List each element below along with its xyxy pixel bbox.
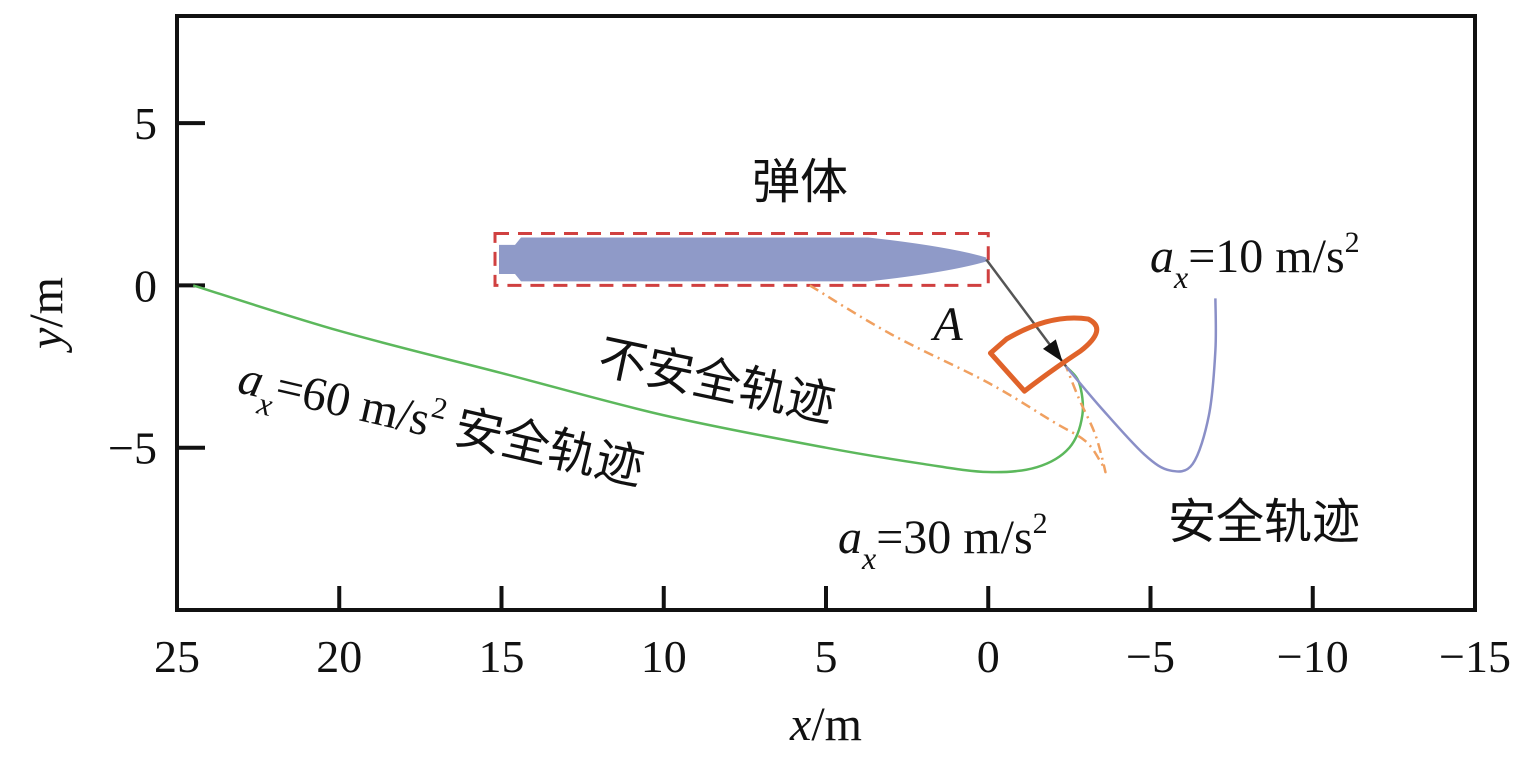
tether-arrowhead xyxy=(1042,339,1063,362)
x-tick-label: 10 xyxy=(641,631,687,682)
y-tick-label: 5 xyxy=(134,98,157,149)
x-tick-label: 15 xyxy=(479,631,525,682)
y-tick-label: −5 xyxy=(108,423,157,474)
x-axis-label: x/m xyxy=(789,698,862,751)
x-tick-label: −10 xyxy=(1277,631,1349,682)
x-tick-label: −5 xyxy=(1126,631,1175,682)
x-tick-label: 5 xyxy=(815,631,838,682)
body-label: 弹体 xyxy=(752,156,848,209)
projectile-shape xyxy=(499,237,987,282)
a10-safe-label: 安全轨迹 xyxy=(1168,496,1360,549)
x-tick-label: 20 xyxy=(316,631,362,682)
x-tick-label: 0 xyxy=(977,631,1000,682)
trajectory-series xyxy=(192,284,1218,474)
point-a-label: A xyxy=(930,298,963,351)
projectile-bounding-box xyxy=(493,231,990,287)
parachute-shape xyxy=(987,315,1100,394)
unsafe-trajectory-label: 不安全轨迹 xyxy=(594,331,840,433)
x-tick-labels: 25 20 15 10 5 0 −5 −10 −15 xyxy=(154,631,1511,682)
series-line-a10 xyxy=(1065,298,1218,473)
projectile-body xyxy=(493,231,990,287)
series-line-a60 xyxy=(192,284,1085,474)
x-tick-label: 25 xyxy=(154,631,200,682)
axis-ticks xyxy=(175,121,1477,610)
y-tick-labels: 5 0 −5 xyxy=(108,98,157,474)
x-tick-label: −15 xyxy=(1439,631,1511,682)
y-tick-label: 0 xyxy=(134,260,157,311)
a30-label: ax=30 m/s2 xyxy=(838,507,1048,576)
a60-label: ax=60 m/s2 安全轨迹 xyxy=(231,347,650,507)
y-axis-label: y/m xyxy=(20,277,73,354)
a10-label: ax=10 m/s2 xyxy=(1150,226,1360,295)
